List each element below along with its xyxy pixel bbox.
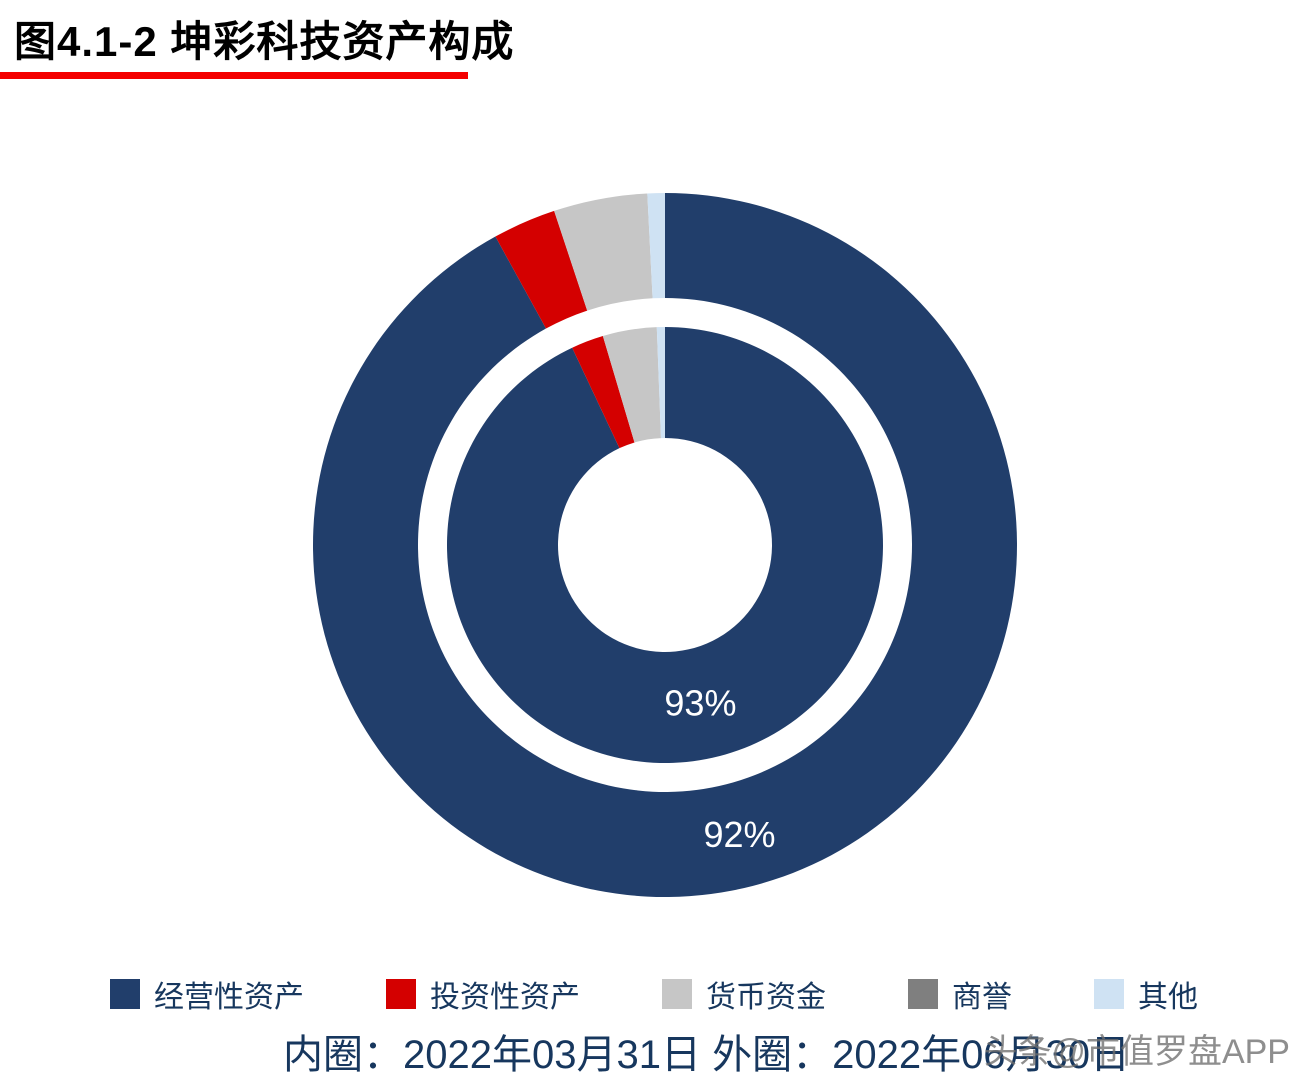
legend-label: 经营性资产 bbox=[154, 981, 304, 1014]
donut-slice-内圈-经营性资产 bbox=[446, 327, 883, 763]
legend-label: 商誉 bbox=[952, 981, 1012, 1014]
legend-item-goodwill: 商誉 bbox=[908, 972, 1012, 1016]
legend-label: 投资性资产 bbox=[430, 981, 580, 1014]
ring-date-caption: 内圈：2022年03月31日 外圈：2022年06月30日 bbox=[283, 1033, 1131, 1077]
donut-slice-外圈-经营性资产 bbox=[313, 193, 1018, 898]
legend-swatch-monetary-funds bbox=[662, 979, 692, 1009]
donut-slice-外圈-货币资金 bbox=[554, 193, 653, 311]
percent-label-外圈: 92% bbox=[703, 814, 775, 855]
legend-swatch-goodwill bbox=[908, 979, 938, 1009]
legend-label: 其他 bbox=[1138, 981, 1198, 1014]
donut-slice-外圈-投资性资产 bbox=[495, 210, 588, 329]
legend-item-other: 其他 bbox=[1094, 972, 1198, 1016]
title-underline bbox=[0, 72, 468, 79]
legend-swatch-other bbox=[1094, 979, 1124, 1009]
legend-swatch-investment-assets bbox=[386, 979, 416, 1009]
legend-item-monetary-funds: 货币资金 bbox=[662, 972, 826, 1016]
chart-title: 图4.1-2 坤彩科技资产构成 bbox=[14, 18, 515, 65]
legend-label: 货币资金 bbox=[706, 981, 826, 1014]
donut-slice-外圈-其他 bbox=[647, 193, 665, 299]
watermark-text: 头条@市值罗盘APP bbox=[983, 1033, 1290, 1071]
legend-item-investment-assets: 投资性资产 bbox=[386, 972, 580, 1016]
legend-swatch-operating-assets bbox=[110, 979, 140, 1009]
donut-slice-内圈-货币资金 bbox=[602, 327, 661, 443]
chart-legend: 经营性资产 投资性资产 货币资金 商誉 其他 bbox=[0, 972, 1308, 1016]
percent-label-内圈: 93% bbox=[664, 683, 736, 724]
donut-slice-内圈-其他 bbox=[656, 327, 665, 439]
donut-slice-内圈-投资性资产 bbox=[572, 336, 635, 449]
legend-item-operating-assets: 经营性资产 bbox=[110, 972, 304, 1016]
